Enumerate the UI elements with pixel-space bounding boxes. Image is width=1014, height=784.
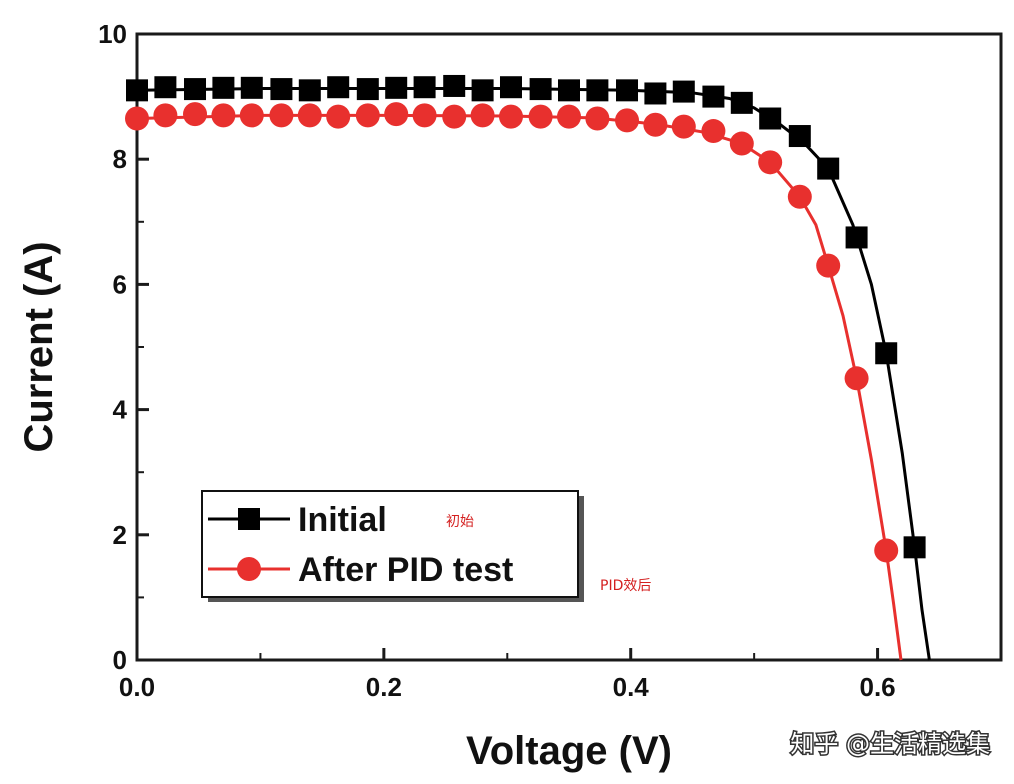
data-point-initial	[385, 76, 408, 99]
data-point-after-pid-test	[758, 150, 783, 175]
data-point-initial	[298, 79, 321, 102]
legend-marker-after-pid	[237, 557, 261, 581]
data-point-after-pid-test	[671, 114, 696, 139]
data-point-initial	[788, 125, 811, 148]
y-axis-title: Current (A)	[17, 241, 61, 452]
x-tick-label: 0.2	[366, 672, 402, 702]
x-tick-label: 0.6	[859, 672, 895, 702]
x-tick-label: 0.4	[613, 672, 650, 702]
data-point-after-pid-test	[528, 104, 553, 129]
data-point-after-pid-test	[787, 184, 812, 209]
data-point-initial	[903, 536, 926, 559]
data-point-after-pid-test	[239, 103, 264, 128]
data-point-initial	[644, 82, 667, 105]
data-point-after-pid-test	[326, 104, 351, 129]
data-point-after-pid-test	[701, 119, 726, 144]
series-markers	[125, 74, 926, 563]
axis-ticks	[135, 32, 880, 662]
legend-label-initial: Initial	[298, 501, 387, 539]
data-point-after-pid-test	[557, 104, 581, 129]
legend-note-initial: 初始	[446, 513, 474, 530]
data-point-after-pid-test	[297, 103, 322, 128]
watermark: 知乎 @生活精选集	[790, 730, 990, 758]
data-point-initial	[413, 76, 436, 99]
data-point-initial	[327, 76, 350, 99]
y-tick-label: 0	[113, 645, 127, 675]
data-point-after-pid-test	[729, 131, 754, 156]
data-point-initial	[730, 91, 753, 114]
data-point-after-pid-test	[643, 112, 668, 137]
data-point-after-pid-test	[844, 366, 869, 391]
x-axis-title: Voltage (V)	[466, 729, 672, 773]
data-point-initial	[356, 78, 379, 101]
legend-marker-initial	[238, 508, 260, 530]
data-point-initial	[702, 85, 725, 108]
data-point-initial	[558, 79, 580, 102]
y-tick-label: 6	[113, 269, 127, 299]
data-point-after-pid-test	[412, 103, 437, 128]
data-point-after-pid-test	[816, 253, 841, 278]
data-point-after-pid-test	[615, 108, 640, 133]
legend-note-after-pid: PID效后	[600, 578, 651, 594]
data-point-after-pid-test	[211, 103, 236, 128]
y-tick-label: 4	[113, 395, 128, 425]
data-point-after-pid-test	[470, 103, 495, 128]
data-point-initial	[616, 79, 639, 102]
data-point-initial	[471, 79, 494, 102]
data-point-after-pid-test	[355, 103, 380, 128]
legend-box	[201, 490, 579, 598]
data-point-initial	[672, 80, 695, 103]
data-point-initial	[759, 107, 782, 130]
data-point-initial	[240, 76, 263, 99]
legend-label-after-pid: After PID test	[298, 551, 513, 589]
data-point-initial	[586, 79, 609, 102]
data-point-initial	[154, 76, 177, 99]
data-point-initial	[875, 342, 898, 365]
data-point-after-pid-test	[874, 538, 899, 563]
data-point-initial	[270, 78, 293, 101]
data-point-after-pid-test	[125, 106, 149, 131]
data-point-after-pid-test	[183, 102, 208, 127]
data-point-after-pid-test	[153, 103, 178, 128]
data-point-initial	[443, 74, 466, 97]
data-point-initial	[529, 78, 552, 101]
x-tick-label: 0.0	[119, 672, 155, 702]
data-point-after-pid-test	[498, 104, 523, 129]
data-point-initial	[817, 157, 840, 180]
y-tick-label: 10	[98, 19, 127, 49]
data-point-initial	[184, 78, 207, 101]
axis-tick-labels: 0.0 0.2 0.4 0.6 0 2 4 6 8 10	[98, 19, 896, 702]
y-tick-label: 8	[113, 144, 127, 174]
data-point-initial	[499, 76, 522, 99]
data-point-after-pid-test	[269, 103, 294, 128]
data-point-initial	[845, 226, 868, 249]
legend: Initial 初始 After PID test PID效后	[201, 490, 651, 602]
data-point-after-pid-test	[384, 102, 409, 127]
data-point-initial	[126, 79, 148, 102]
data-point-initial	[212, 76, 235, 99]
y-tick-label: 2	[113, 520, 127, 550]
data-point-after-pid-test	[585, 106, 610, 131]
data-point-after-pid-test	[442, 104, 467, 129]
